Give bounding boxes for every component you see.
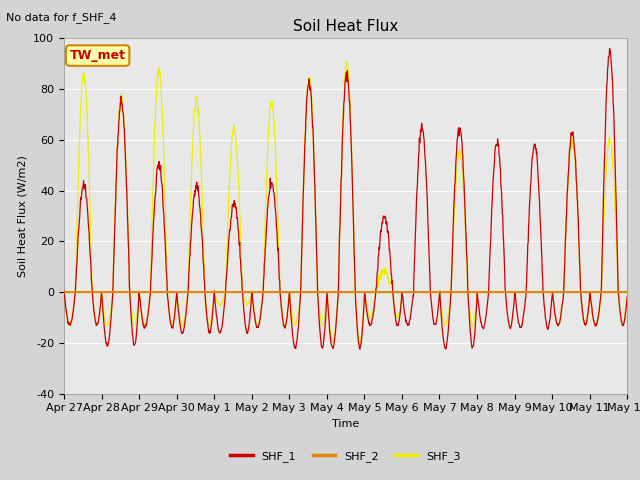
Text: No data for f_SHF_4: No data for f_SHF_4 [6,12,117,23]
Text: TW_met: TW_met [70,49,125,62]
Y-axis label: Soil Heat Flux (W/m2): Soil Heat Flux (W/m2) [18,155,28,277]
X-axis label: Time: Time [332,419,359,429]
Title: Soil Heat Flux: Soil Heat Flux [293,20,398,35]
Legend: SHF_1, SHF_2, SHF_3: SHF_1, SHF_2, SHF_3 [226,446,465,466]
